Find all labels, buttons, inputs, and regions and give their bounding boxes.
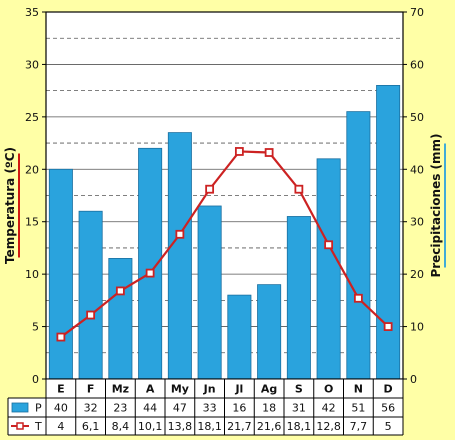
x-category-label: O (324, 383, 333, 396)
temperature-line (56, 147, 393, 342)
x-category-label: A (146, 383, 155, 396)
table-cell-temperature: 21,6 (257, 420, 282, 433)
x-category-label: Mz (112, 383, 129, 396)
x-category-label: D (384, 383, 393, 396)
x-category-label: My (171, 383, 189, 396)
line-point (56, 332, 66, 342)
bar (48, 168, 73, 380)
table-cell-temperature: 21,7 (227, 420, 252, 433)
y-tick-label-right: 60 (410, 58, 424, 71)
table-cell-temperature: 18,1 (287, 420, 312, 433)
table-cell-precipitation: 42 (322, 402, 336, 415)
legend-label-bar: P (35, 402, 42, 415)
x-category-label: Jn (203, 383, 216, 396)
data-table: E F Mz A My Jn Jl Ag S O N D PT 40 32 23 44 47 33 16 18 31 42 5… (7, 378, 404, 436)
legend-swatch-marker (16, 422, 24, 430)
table-cell-precipitation: 32 (84, 402, 98, 415)
bar (197, 205, 222, 380)
bar (257, 284, 282, 380)
line-point (353, 293, 363, 303)
table-cell-precipitation: 44 (143, 402, 157, 415)
table-cell-precipitation: 31 (292, 402, 306, 415)
table-cell-temperature: 7,7 (350, 420, 368, 433)
table-cell-precipitation: 47 (173, 402, 187, 415)
bar (108, 258, 133, 380)
axis-labels: Temperatura (ºC) Precipitaciones (mm) (3, 133, 446, 278)
table-cell-precipitation: 40 (54, 402, 68, 415)
gridlines (46, 37, 403, 354)
line-point (324, 240, 334, 250)
bar (227, 294, 252, 380)
table-cell-temperature: 10,1 (138, 420, 163, 433)
line-point (86, 310, 96, 320)
table-cell-precipitation: 23 (113, 402, 127, 415)
line-point (115, 286, 125, 296)
line-point (234, 147, 244, 156)
y-axis-label-left: Temperatura (ºC) (3, 147, 17, 264)
tick-labels: 0 5 10 15 20 25 30 35 0 10 20 30 40 50 60 70 (25, 6, 424, 386)
table-cell-precipitation: 51 (351, 402, 365, 415)
line-point (264, 148, 274, 157)
y-tick-label-right: 10 (410, 321, 424, 334)
x-category-label: Ag (261, 383, 277, 396)
legend-swatch-bar (11, 402, 29, 413)
bar (376, 85, 401, 380)
table-cell-precipitation: 18 (262, 402, 276, 415)
y-tick-label-right: 0 (410, 373, 417, 386)
line-point (205, 184, 215, 194)
x-category-label: E (57, 383, 65, 396)
bar (167, 132, 192, 380)
bar (346, 111, 371, 380)
legend-label-line: T (34, 420, 42, 433)
x-category-label: F (87, 383, 95, 396)
temperature-line-path (60, 150, 389, 338)
x-category-label: Jl (234, 383, 243, 396)
line-point (294, 184, 304, 194)
line-point (145, 268, 155, 278)
y-tick-label-right: 50 (410, 111, 424, 124)
x-category-label: S (295, 383, 303, 396)
line-point (383, 322, 393, 331)
precipitation-bars (48, 85, 401, 380)
y-axis-label-right: Precipitaciones (mm) (429, 133, 443, 277)
table-cell-precipitation: 56 (381, 402, 395, 415)
y-tick-label-left: 15 (25, 216, 39, 229)
bar (286, 216, 311, 380)
y-tick-label-right: 70 (410, 6, 424, 19)
table-cell-temperature: 12,8 (316, 420, 341, 433)
table-cell-temperature: 8,4 (112, 420, 130, 433)
y-tick-label-right: 20 (410, 268, 424, 281)
y-tick-label-left: 30 (25, 58, 39, 71)
y-tick-label-right: 30 (410, 216, 424, 229)
table-cell-temperature: 6,1 (82, 420, 100, 433)
y-tick-label-right: 40 (410, 163, 424, 176)
y-tick-label-left: 0 (32, 373, 39, 386)
y-tick-label-left: 20 (25, 163, 39, 176)
y-tick-label-left: 25 (25, 111, 39, 124)
table-cell-temperature: 5 (385, 420, 392, 433)
x-category-label: N (354, 383, 363, 396)
y-tick-label-left: 35 (25, 6, 39, 19)
bar (78, 210, 103, 380)
table-cell-temperature: 13,8 (168, 420, 193, 433)
table-cell-precipitation: 33 (203, 402, 217, 415)
line-point (175, 229, 185, 239)
table-cell-temperature: 18,1 (197, 420, 222, 433)
bar (316, 158, 341, 380)
table-cell-temperature: 4 (57, 420, 64, 433)
y-tick-label-left: 10 (25, 268, 39, 281)
y-tick-label-left: 5 (32, 321, 39, 334)
table-cell-precipitation: 16 (232, 402, 246, 415)
